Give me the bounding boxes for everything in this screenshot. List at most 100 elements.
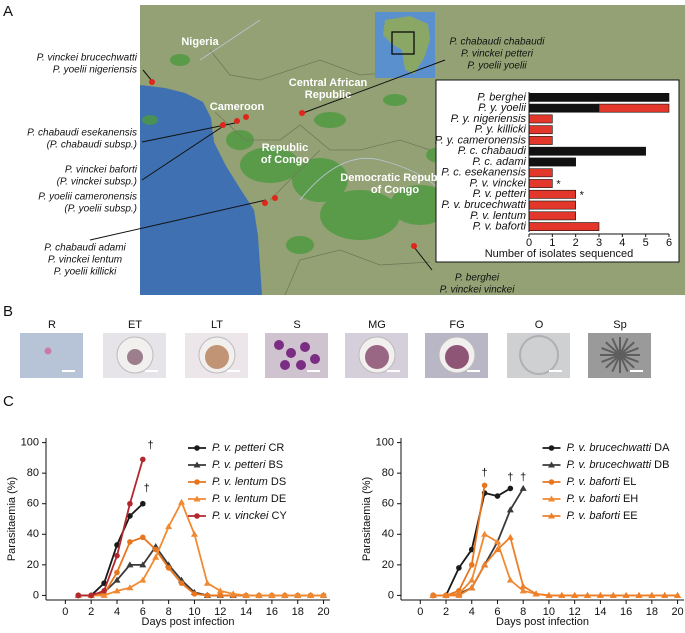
point bbox=[113, 576, 121, 583]
y-tick-label: 20 bbox=[27, 559, 39, 571]
point bbox=[193, 495, 201, 502]
map-ocean bbox=[140, 85, 262, 295]
legend-entry: P. v. baforti EH bbox=[567, 493, 639, 505]
annotation: † bbox=[144, 482, 150, 494]
point bbox=[548, 479, 555, 485]
oocyst bbox=[519, 335, 559, 375]
annotation: * bbox=[556, 179, 561, 191]
point bbox=[622, 591, 630, 598]
point bbox=[165, 565, 172, 571]
y-tick-label: 60 bbox=[27, 498, 39, 510]
y-tick-label: 40 bbox=[382, 528, 394, 540]
point bbox=[194, 479, 200, 485]
bar bbox=[528, 146, 646, 156]
legend-species: P. v. baforti bbox=[567, 493, 621, 505]
point bbox=[532, 590, 540, 597]
point bbox=[506, 533, 514, 540]
point bbox=[548, 461, 555, 468]
x-tick-label: 14 bbox=[240, 606, 252, 618]
legend-species: P. v. baforti bbox=[567, 510, 621, 522]
bar bbox=[528, 125, 553, 135]
annotation: † bbox=[520, 472, 526, 484]
category-label: P. v. baforti bbox=[473, 221, 527, 233]
merozoite bbox=[274, 340, 284, 350]
sporozoite bbox=[605, 354, 621, 369]
x-tick-label: 1 bbox=[549, 237, 555, 249]
point bbox=[268, 591, 276, 598]
point bbox=[609, 591, 617, 598]
legend-clone: EL bbox=[623, 476, 636, 488]
point bbox=[139, 561, 147, 568]
x-tick-label: 4 bbox=[114, 606, 120, 618]
annotation: * bbox=[580, 189, 585, 201]
bar bbox=[528, 211, 576, 221]
point bbox=[140, 500, 146, 507]
point bbox=[548, 445, 555, 451]
point bbox=[494, 493, 501, 499]
sporozoite bbox=[619, 341, 635, 356]
cell-type-label: MG bbox=[368, 319, 386, 331]
x-tick-label: 16 bbox=[620, 606, 632, 618]
x-axis-label: Days post infection bbox=[496, 616, 589, 628]
merozoite bbox=[280, 360, 290, 370]
species-callout: P. chabaudi esekanensis bbox=[27, 128, 137, 139]
inset-frame bbox=[391, 31, 415, 55]
sporozoite bbox=[611, 337, 621, 356]
x-tick-label: 20 bbox=[671, 606, 683, 618]
legend-clone: CR bbox=[268, 442, 284, 454]
x-tick-label: 4 bbox=[469, 606, 475, 618]
x-tick-label: 12 bbox=[214, 606, 226, 618]
point bbox=[456, 565, 462, 571]
sporozoite bbox=[611, 354, 621, 373]
x-tick-label: 8 bbox=[166, 606, 172, 618]
point bbox=[75, 592, 82, 599]
category-label: P. c. esekanensis bbox=[441, 167, 526, 179]
category-label: P. v. vinckei bbox=[470, 177, 527, 189]
category-label: P. c. adami bbox=[472, 156, 526, 168]
bar bbox=[598, 103, 670, 113]
sporozoite bbox=[619, 354, 639, 363]
point bbox=[493, 538, 501, 545]
y-tick-label: 40 bbox=[27, 528, 39, 540]
x-tick-label: 10 bbox=[188, 606, 200, 618]
category-label: P. v. petteri bbox=[473, 188, 527, 200]
y-tick-label: 100 bbox=[21, 436, 39, 448]
species-callout: P. vinckei brucechwatti bbox=[37, 53, 138, 64]
point bbox=[140, 534, 146, 541]
legend-entry: P. v. brucechwatti DB bbox=[567, 459, 670, 471]
country-label: Nigeria bbox=[181, 36, 219, 48]
point bbox=[114, 552, 120, 559]
point bbox=[307, 591, 315, 598]
y-tick-label: 0 bbox=[33, 589, 39, 601]
map-rivers bbox=[199, 19, 441, 201]
category-label: P. v. lentum bbox=[470, 210, 526, 222]
point bbox=[519, 484, 527, 491]
species-callout: P. vinckei vinckei bbox=[440, 285, 516, 296]
legend-clone: DA bbox=[654, 442, 670, 454]
annotation: † bbox=[148, 440, 154, 452]
bar bbox=[528, 179, 553, 188]
legend-species: P. v. brucechwatti bbox=[567, 442, 652, 454]
bar bbox=[528, 222, 600, 232]
point bbox=[481, 482, 488, 489]
country-label: Central African bbox=[289, 77, 368, 89]
legend-species: P. v. petteri bbox=[212, 459, 266, 471]
legend-entry: P. v. baforti EL bbox=[567, 476, 637, 488]
sporozoite bbox=[619, 347, 639, 356]
bar bbox=[528, 200, 576, 210]
bar bbox=[528, 157, 576, 167]
cell-type-label: O bbox=[535, 319, 544, 331]
category-label: P. y. killicki bbox=[474, 124, 526, 136]
point bbox=[558, 591, 566, 598]
point bbox=[545, 591, 553, 598]
point bbox=[190, 530, 198, 537]
x-tick-label: 18 bbox=[292, 606, 304, 618]
legend-clone: BS bbox=[268, 459, 283, 471]
point bbox=[100, 591, 108, 598]
point bbox=[571, 591, 579, 598]
point bbox=[113, 587, 121, 594]
species-callout: P. vinckei baforti bbox=[65, 165, 138, 176]
isolate-sites bbox=[149, 79, 417, 249]
point bbox=[127, 513, 133, 519]
point bbox=[294, 591, 302, 598]
